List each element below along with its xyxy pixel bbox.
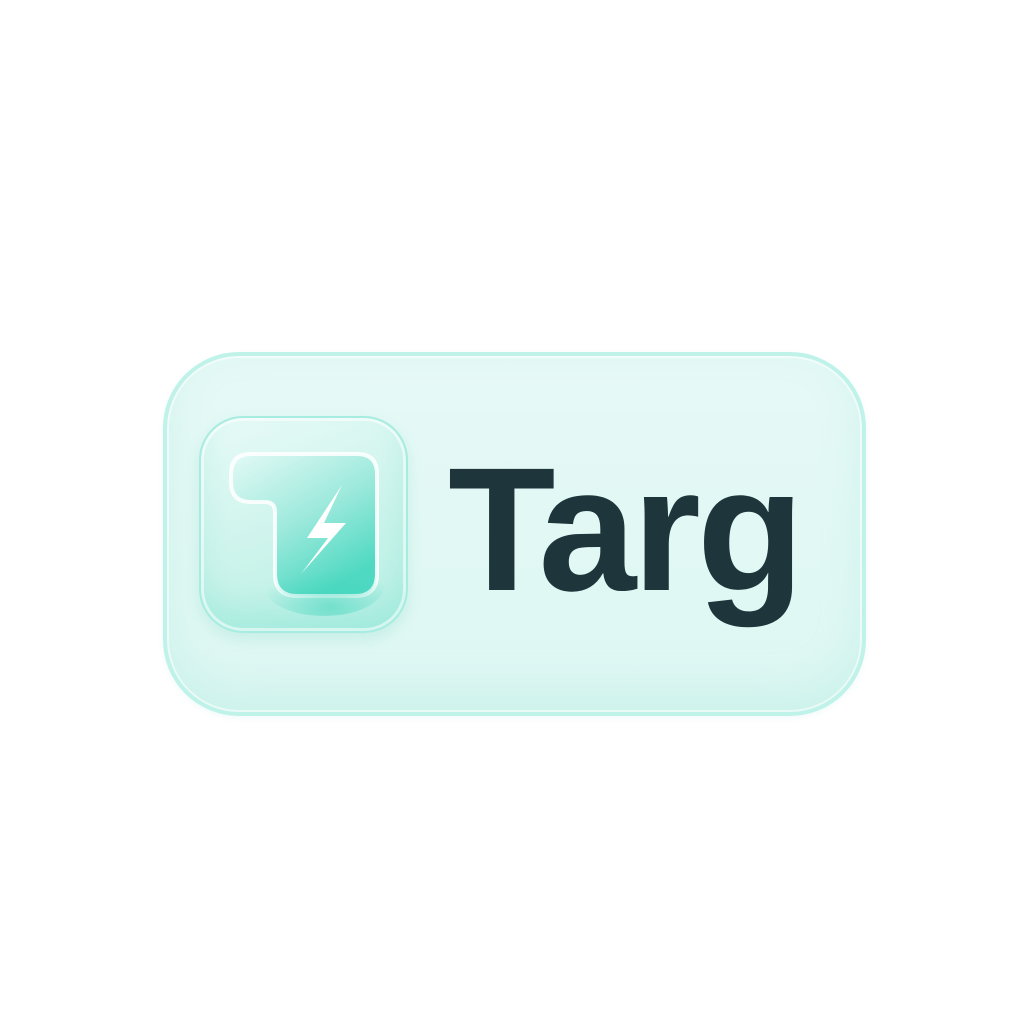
brand-wordmark: Targ — [448, 432, 804, 628]
lightning-bolt-icon — [229, 452, 384, 616]
